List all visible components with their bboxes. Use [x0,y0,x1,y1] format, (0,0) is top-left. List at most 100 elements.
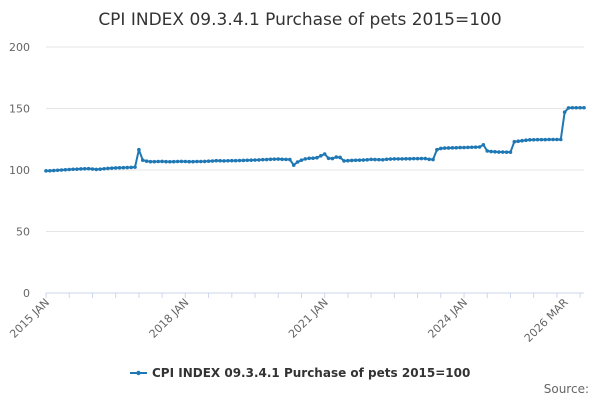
data-point[interactable] [346,158,350,163]
data-point[interactable] [214,158,219,163]
data-point[interactable] [446,146,451,150]
data-point[interactable] [195,159,199,164]
data-point[interactable] [454,145,459,150]
data-point[interactable] [63,167,68,172]
data-point[interactable] [326,156,331,161]
data-point[interactable] [508,150,513,154]
series-line[interactable] [45,106,584,172]
data-point[interactable] [477,145,482,149]
data-point[interactable] [233,158,238,163]
legend-label[interactable]: CPI INDEX 09.3.4.1 Purchase of pets 2015… [152,366,470,380]
data-point[interactable] [411,156,416,161]
data-point[interactable] [419,156,424,161]
data-point[interactable] [113,166,118,170]
data-point[interactable] [276,157,281,161]
data-point[interactable] [466,145,470,150]
data-point[interactable] [500,150,505,154]
data-point[interactable] [288,157,292,162]
data-point[interactable] [179,159,184,164]
data-point[interactable] [55,168,60,173]
data-point[interactable] [291,163,296,167]
data-point[interactable] [307,156,311,161]
data-point[interactable] [206,159,211,163]
data-point[interactable] [539,137,544,142]
data-point[interactable] [67,167,72,172]
data-point[interactable] [79,167,83,171]
data-point[interactable] [168,159,172,164]
data-point[interactable] [311,156,315,160]
data-point[interactable] [369,157,373,162]
data-point[interactable] [566,106,571,110]
data-point[interactable] [90,167,95,171]
data-point[interactable] [75,167,79,171]
data-point[interactable] [137,147,141,152]
data-point[interactable] [531,137,536,142]
data-point[interactable] [524,138,528,143]
data-point[interactable] [51,168,56,173]
data-point[interactable] [442,146,447,150]
data-point[interactable] [121,165,126,170]
data-point[interactable] [226,158,230,163]
data-point[interactable] [365,157,370,162]
data-point[interactable] [353,158,358,163]
data-point[interactable] [156,159,161,164]
data-point[interactable] [408,157,412,161]
data-point[interactable] [558,137,563,142]
data-point[interactable] [469,145,474,150]
data-point[interactable] [71,167,75,172]
data-point[interactable] [264,157,269,162]
data-point[interactable] [349,158,354,163]
data-point[interactable] [102,166,106,171]
data-point[interactable] [222,159,226,163]
data-point[interactable] [140,158,145,162]
data-point[interactable] [164,159,168,164]
data-point[interactable] [191,159,195,164]
data-point[interactable] [183,159,188,164]
data-point[interactable] [520,138,524,143]
data-point[interactable] [400,157,404,161]
data-point[interactable] [117,165,122,170]
data-point[interactable] [388,157,393,161]
data-point[interactable] [330,156,335,161]
data-point[interactable] [249,158,253,162]
data-point[interactable] [268,157,273,162]
data-point[interactable] [458,145,462,150]
data-point[interactable] [380,157,385,162]
data-point[interactable] [504,150,509,154]
data-point[interactable] [427,157,431,162]
data-point[interactable] [253,158,257,162]
data-point[interactable] [245,158,250,163]
data-point[interactable] [94,167,99,172]
data-point[interactable] [199,159,203,164]
data-point[interactable] [431,157,435,162]
data-point[interactable] [260,157,265,162]
data-point[interactable] [133,165,137,169]
data-point[interactable] [82,166,87,171]
data-point[interactable] [384,157,389,162]
data-point[interactable] [338,155,342,160]
data-point[interactable] [562,110,567,114]
data-point[interactable] [284,157,288,162]
data-point[interactable] [171,159,176,164]
data-point[interactable] [543,137,548,142]
data-point[interactable] [578,105,582,110]
data-point[interactable] [551,137,555,142]
data-point[interactable] [315,155,319,160]
data-point[interactable] [438,146,443,151]
data-point[interactable] [129,165,133,170]
data-point[interactable] [373,157,377,162]
data-point[interactable] [481,142,486,147]
data-point[interactable] [160,159,164,164]
data-point[interactable] [334,155,339,159]
data-point[interactable] [582,105,586,110]
data-point[interactable] [152,159,157,164]
data-point[interactable] [86,166,91,171]
data-point[interactable] [462,145,466,150]
data-point[interactable] [396,157,401,161]
data-point[interactable] [547,137,551,142]
data-point[interactable] [272,157,277,161]
data-point[interactable] [319,154,323,158]
data-point[interactable] [512,139,517,144]
data-point[interactable] [555,137,559,142]
data-point[interactable] [257,158,261,162]
